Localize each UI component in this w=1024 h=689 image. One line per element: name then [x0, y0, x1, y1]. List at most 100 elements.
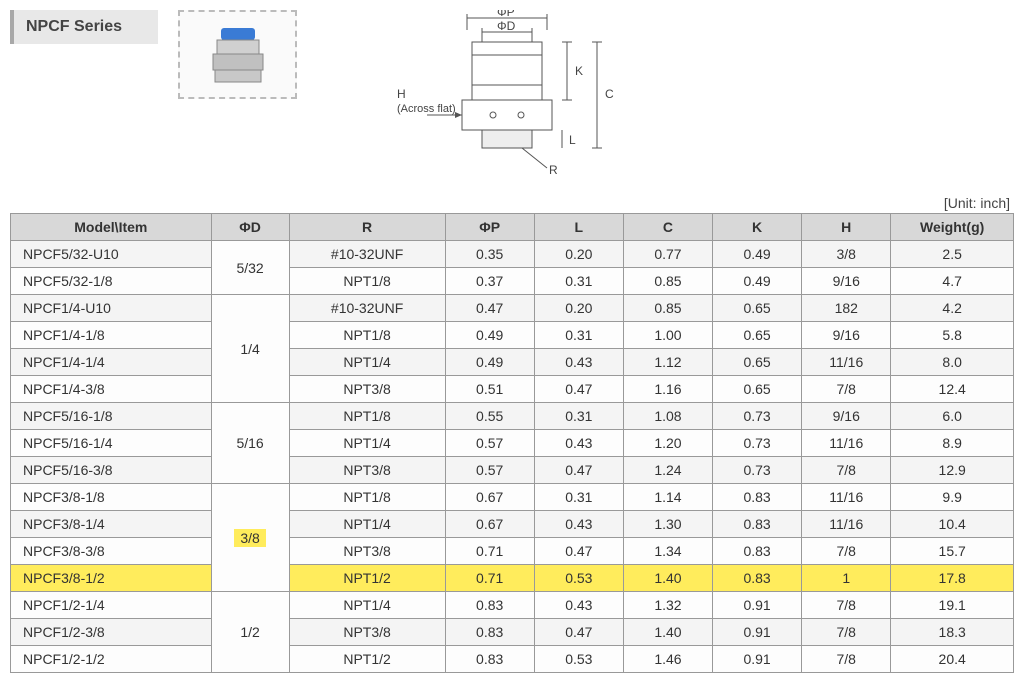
- cell-phi-p: 0.35: [445, 241, 534, 268]
- header-row: NPCF Series ΦP ΦD: [10, 10, 1014, 180]
- table-row: NPCF5/16-3/8NPT3/80.570.471.240.737/812.…: [11, 457, 1014, 484]
- cell-r: NPT1/2: [289, 565, 445, 592]
- cell-r: NPT1/8: [289, 268, 445, 295]
- cell-h: 7/8: [802, 646, 891, 673]
- cell-h: 3/8: [802, 241, 891, 268]
- cell-phi-d: 5/16: [211, 403, 289, 484]
- cell-c: 1.40: [623, 565, 712, 592]
- cell-c: 1.12: [623, 349, 712, 376]
- table-row: NPCF1/4-3/8NPT3/80.510.471.160.657/812.4: [11, 376, 1014, 403]
- label-r: R: [549, 163, 558, 177]
- label-h: H: [397, 87, 406, 101]
- cell-h: 1: [802, 565, 891, 592]
- label-c: C: [605, 87, 614, 101]
- table-row: NPCF5/32-U105/32#10-32UNF0.350.200.770.4…: [11, 241, 1014, 268]
- cell-weight: 10.4: [891, 511, 1014, 538]
- cell-weight: 9.9: [891, 484, 1014, 511]
- cell-l: 0.47: [534, 376, 623, 403]
- cell-r: NPT1/8: [289, 403, 445, 430]
- cell-model: NPCF5/16-3/8: [11, 457, 212, 484]
- cell-phi-p: 0.67: [445, 511, 534, 538]
- table-row: NPCF1/4-1/8NPT1/80.490.311.000.659/165.8: [11, 322, 1014, 349]
- cell-h: 11/16: [802, 349, 891, 376]
- cell-weight: 8.0: [891, 349, 1014, 376]
- table-row: NPCF3/8-1/2NPT1/20.710.531.400.83117.8: [11, 565, 1014, 592]
- cell-r: NPT1/4: [289, 349, 445, 376]
- cell-c: 1.46: [623, 646, 712, 673]
- cell-h: 7/8: [802, 376, 891, 403]
- cell-weight: 4.2: [891, 295, 1014, 322]
- label-phi-d: ΦD: [497, 19, 516, 33]
- cell-k: 0.91: [713, 619, 802, 646]
- cell-l: 0.20: [534, 295, 623, 322]
- cell-r: NPT1/4: [289, 592, 445, 619]
- cell-weight: 15.7: [891, 538, 1014, 565]
- cell-l: 0.47: [534, 538, 623, 565]
- column-header: L: [534, 214, 623, 241]
- cell-h: 9/16: [802, 322, 891, 349]
- cell-model: NPCF1/2-3/8: [11, 619, 212, 646]
- cell-model: NPCF5/16-1/4: [11, 430, 212, 457]
- cell-r: NPT3/8: [289, 376, 445, 403]
- cell-l: 0.31: [534, 403, 623, 430]
- cell-h: 11/16: [802, 484, 891, 511]
- cell-weight: 2.5: [891, 241, 1014, 268]
- cell-c: 1.20: [623, 430, 712, 457]
- cell-h: 9/16: [802, 403, 891, 430]
- cell-model: NPCF5/32-U10: [11, 241, 212, 268]
- table-row: NPCF3/8-1/4NPT1/40.670.431.300.8311/1610…: [11, 511, 1014, 538]
- cell-h: 7/8: [802, 457, 891, 484]
- cell-l: 0.47: [534, 619, 623, 646]
- cell-r: NPT1/8: [289, 484, 445, 511]
- cell-k: 0.83: [713, 565, 802, 592]
- cell-model: NPCF3/8-1/2: [11, 565, 212, 592]
- table-row: NPCF1/2-1/2NPT1/20.830.531.460.917/820.4: [11, 646, 1014, 673]
- cell-r: NPT1/4: [289, 430, 445, 457]
- cell-model: NPCF3/8-3/8: [11, 538, 212, 565]
- cell-model: NPCF1/4-1/4: [11, 349, 212, 376]
- cell-model: NPCF5/16-1/8: [11, 403, 212, 430]
- cell-model: NPCF3/8-1/4: [11, 511, 212, 538]
- cell-l: 0.43: [534, 349, 623, 376]
- table-row: NPCF3/8-1/83/8NPT1/80.670.311.140.8311/1…: [11, 484, 1014, 511]
- cell-l: 0.43: [534, 430, 623, 457]
- cell-model: NPCF1/4-3/8: [11, 376, 212, 403]
- cell-c: 0.85: [623, 268, 712, 295]
- cell-c: 0.85: [623, 295, 712, 322]
- cell-phi-p: 0.57: [445, 457, 534, 484]
- cell-c: 1.40: [623, 619, 712, 646]
- cell-c: 1.30: [623, 511, 712, 538]
- cell-h: 7/8: [802, 619, 891, 646]
- column-header: K: [713, 214, 802, 241]
- column-header: ΦP: [445, 214, 534, 241]
- cell-phi-p: 0.71: [445, 538, 534, 565]
- cell-k: 0.73: [713, 430, 802, 457]
- table-row: NPCF1/2-3/8NPT3/80.830.471.400.917/818.3: [11, 619, 1014, 646]
- cell-c: 1.16: [623, 376, 712, 403]
- cell-c: 1.14: [623, 484, 712, 511]
- cell-l: 0.31: [534, 268, 623, 295]
- table-row: NPCF5/16-1/85/16NPT1/80.550.311.080.739/…: [11, 403, 1014, 430]
- column-header: H: [802, 214, 891, 241]
- spec-table: Model\ItemΦDRΦPLCKHWeight(g) NPCF5/32-U1…: [10, 213, 1014, 673]
- cell-phi-p: 0.49: [445, 322, 534, 349]
- cell-weight: 6.0: [891, 403, 1014, 430]
- cell-r: NPT1/2: [289, 646, 445, 673]
- cell-r: NPT1/8: [289, 322, 445, 349]
- cell-r: NPT3/8: [289, 538, 445, 565]
- table-row: NPCF5/32-1/8NPT1/80.370.310.850.499/164.…: [11, 268, 1014, 295]
- cell-weight: 5.8: [891, 322, 1014, 349]
- cell-c: 1.34: [623, 538, 712, 565]
- cell-l: 0.47: [534, 457, 623, 484]
- table-row: NPCF1/2-1/41/2NPT1/40.830.431.320.917/81…: [11, 592, 1014, 619]
- cell-phi-p: 0.83: [445, 619, 534, 646]
- cell-l: 0.31: [534, 322, 623, 349]
- table-header-row: Model\ItemΦDRΦPLCKHWeight(g): [11, 214, 1014, 241]
- cell-k: 0.49: [713, 241, 802, 268]
- cell-r: NPT3/8: [289, 619, 445, 646]
- cell-r: #10-32UNF: [289, 295, 445, 322]
- cell-weight: 19.1: [891, 592, 1014, 619]
- cell-k: 0.65: [713, 349, 802, 376]
- label-across-flat: (Across flat): [397, 103, 456, 115]
- cell-phi-p: 0.49: [445, 349, 534, 376]
